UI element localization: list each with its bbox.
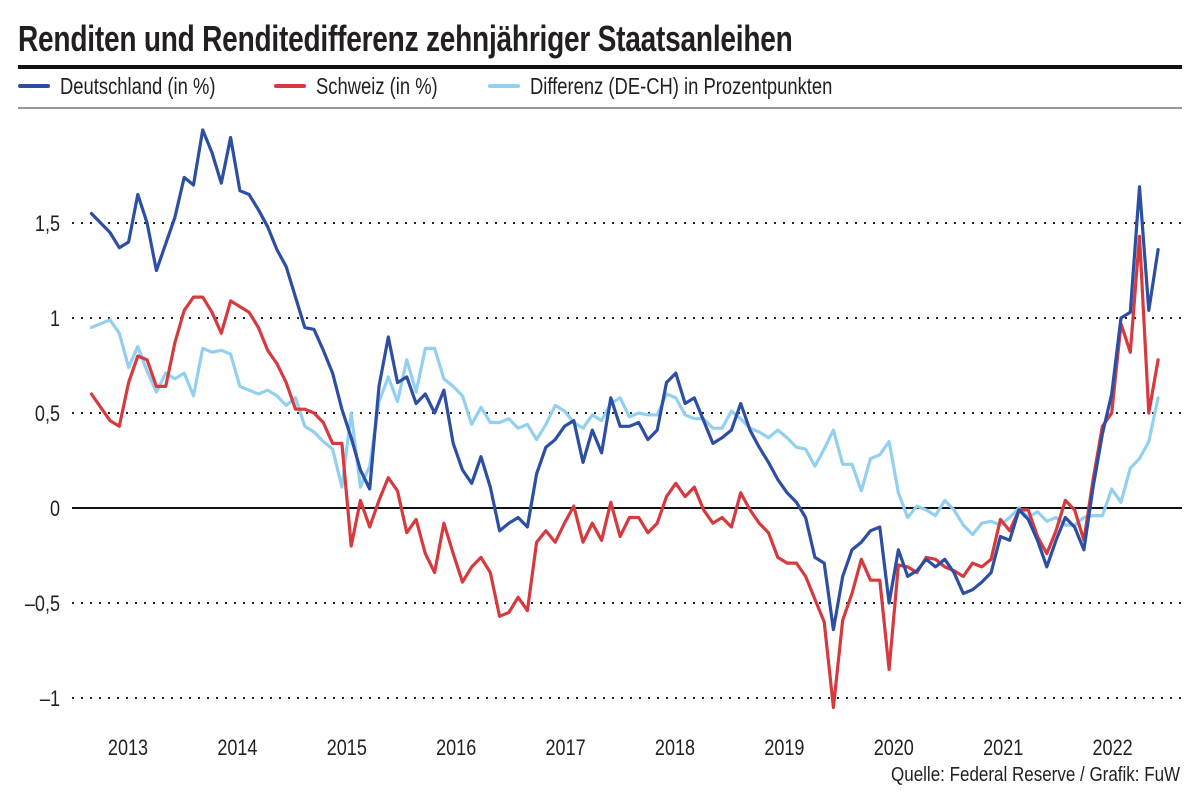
legend-item-differenz: Differenz (DE-CH) in Prozentpunkten	[488, 73, 908, 100]
legend-item-schweiz: Schweiz (in %)	[274, 73, 468, 100]
legend-label-deutschland: Deutschland (in %)	[60, 72, 216, 99]
x-tick-label: 2022	[1093, 736, 1133, 760]
y-tick-label: 1	[50, 307, 60, 331]
legend-swatch-deutschland	[18, 84, 50, 88]
legend-swatch-differenz	[488, 84, 521, 88]
x-tick-label: 2021	[983, 736, 1023, 760]
title-rule	[18, 65, 1182, 69]
x-tick-label: 2014	[217, 736, 257, 760]
y-tick-label: 1,5	[35, 212, 60, 236]
x-tick-label: 2019	[764, 736, 804, 760]
series-line-differenz	[89, 318, 1160, 537]
legend-label-differenz: Differenz (DE-CH) in Prozentpunkten	[530, 72, 833, 99]
source-note: Quelle: Federal Reserve / Grafik: FuW	[890, 764, 1180, 786]
series-line-deutschland	[89, 128, 1160, 632]
legend-label-schweiz: Schweiz (in %)	[316, 72, 438, 99]
x-tick-label: 2016	[436, 736, 476, 760]
legend-item-deutschland: Deutschland (in %)	[18, 73, 254, 100]
legend: Deutschland (in %) Schweiz (in %) Differ…	[18, 72, 928, 100]
y-tick-label: –0,5	[25, 592, 60, 616]
x-tick-label: 2017	[546, 736, 586, 760]
series-line-schweiz	[89, 234, 1160, 710]
legend-rule	[18, 107, 1182, 109]
chart-title: Renditen und Renditedifferenz zehnjährig…	[18, 18, 793, 59]
y-tick-label: –1	[40, 687, 60, 711]
legend-swatch-schweiz	[274, 84, 307, 88]
x-tick-label: 2020	[874, 736, 914, 760]
x-tick-label: 2015	[327, 736, 367, 760]
y-tick-label: 0,5	[35, 402, 60, 426]
x-tick-label: 2013	[108, 736, 148, 760]
x-tick-label: 2018	[655, 736, 695, 760]
y-tick-label: 0	[50, 497, 60, 521]
